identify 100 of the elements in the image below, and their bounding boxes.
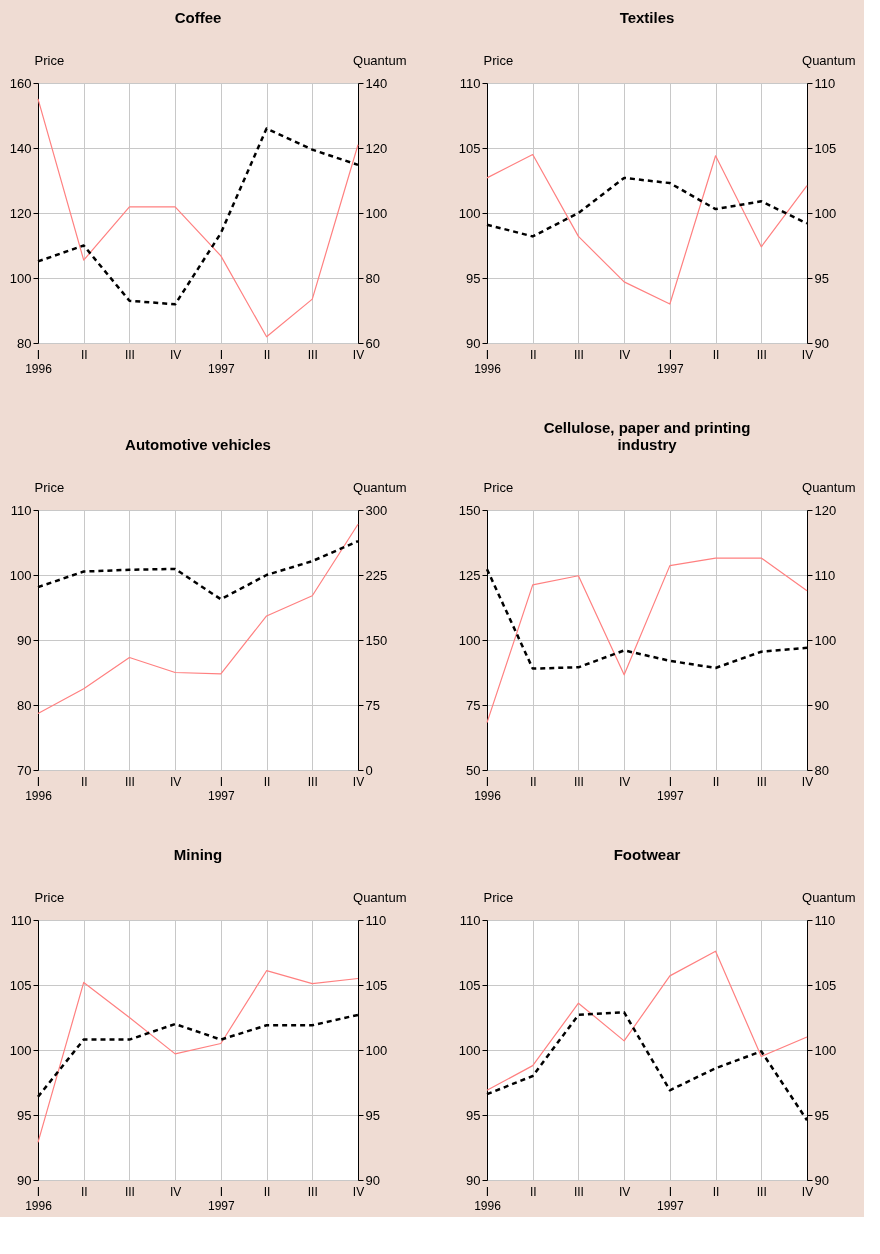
y2-tick-label: 80 bbox=[365, 270, 380, 286]
x-tick-label: IV bbox=[352, 1184, 365, 1199]
chart-title: Textiles bbox=[619, 9, 675, 26]
y2-tick-label: 110 bbox=[814, 567, 836, 583]
y-tick-label: 100 bbox=[9, 1042, 32, 1058]
x-tick-label: II bbox=[80, 774, 88, 789]
y2-tick-label: 95 bbox=[365, 1107, 380, 1123]
y2-tick-label: 90 bbox=[814, 1172, 829, 1188]
y2-tick-label: 95 bbox=[814, 270, 829, 286]
y-tick-label: 105 bbox=[458, 140, 481, 156]
line-series bbox=[486, 950, 808, 1091]
y2-tick-label: 100 bbox=[365, 205, 388, 221]
x-tick-label: IV bbox=[618, 1184, 631, 1199]
y2-tick-label: 0 bbox=[365, 762, 373, 778]
y2-tick-label: 105 bbox=[365, 977, 388, 993]
y2-tick-label: 120 bbox=[365, 140, 388, 156]
y2-axis-title: Quantum bbox=[353, 52, 407, 68]
x-tick-label: III bbox=[124, 1184, 135, 1199]
x-tick-label: I 1997 bbox=[208, 1184, 236, 1213]
x-tick-label: II bbox=[529, 774, 537, 789]
x-tick-label: II bbox=[712, 774, 720, 789]
chart-title: Footwear bbox=[613, 846, 681, 863]
line-series bbox=[37, 523, 359, 715]
y-tick-label: 110 bbox=[10, 912, 32, 928]
x-tick-label: I 1997 bbox=[208, 774, 236, 803]
line-series bbox=[37, 98, 359, 338]
line-series bbox=[486, 557, 808, 724]
y-tick-label: 100 bbox=[458, 632, 481, 648]
y2-axis-title: Quantum bbox=[802, 479, 856, 495]
y-tick-label: 100 bbox=[458, 1042, 481, 1058]
y2-tick-label: 60 bbox=[365, 335, 380, 351]
y2-tick-label: 105 bbox=[814, 977, 837, 993]
y2-tick-label: 140 bbox=[365, 75, 388, 91]
y2-tick-label: 75 bbox=[365, 697, 380, 713]
y2-tick-label: 110 bbox=[814, 912, 836, 928]
y2-tick-label: 110 bbox=[814, 75, 836, 91]
y-axis-title: Price bbox=[483, 52, 514, 68]
x-tick-label: II bbox=[80, 347, 88, 362]
x-tick-label: II bbox=[529, 1184, 537, 1199]
y-tick-label: 100 bbox=[9, 567, 32, 583]
y2-tick-label: 100 bbox=[814, 1042, 837, 1058]
x-tick-label: I 1997 bbox=[208, 347, 236, 376]
y2-axis-title: Quantum bbox=[353, 889, 407, 905]
y2-tick-label: 90 bbox=[814, 697, 829, 713]
y2-tick-label: 80 bbox=[814, 762, 829, 778]
y2-tick-label: 100 bbox=[814, 205, 837, 221]
x-tick-label: IV bbox=[352, 347, 365, 362]
y-tick-label: 95 bbox=[466, 270, 481, 286]
y2-tick-label: 225 bbox=[365, 567, 388, 583]
x-tick-label: IV bbox=[618, 347, 631, 362]
y-axis-title: Price bbox=[34, 889, 65, 905]
y-axis-title: Price bbox=[483, 479, 514, 495]
y2-tick-label: 110 bbox=[365, 912, 387, 928]
y2-tick-label: 150 bbox=[365, 632, 388, 648]
y-axis-title: Price bbox=[483, 889, 514, 905]
y-tick-label: 160 bbox=[9, 75, 32, 91]
x-tick-label: III bbox=[756, 774, 767, 789]
x-tick-label: IV bbox=[801, 774, 814, 789]
y2-tick-label: 95 bbox=[814, 1107, 829, 1123]
y-tick-label: 90 bbox=[17, 632, 32, 648]
chart-title: Cellulose, paper and printing industry bbox=[543, 419, 751, 453]
y-tick-label: 95 bbox=[466, 1107, 481, 1123]
line-series bbox=[37, 970, 359, 1143]
x-tick-label: IV bbox=[618, 774, 631, 789]
y2-axis-title: Quantum bbox=[802, 52, 856, 68]
x-tick-label: II bbox=[712, 1184, 720, 1199]
y-tick-label: 110 bbox=[459, 912, 481, 928]
x-tick-label: III bbox=[307, 347, 318, 362]
x-tick-label: IV bbox=[169, 774, 182, 789]
y-tick-label: 125 bbox=[458, 567, 481, 583]
x-tick-label: III bbox=[573, 1184, 584, 1199]
x-tick-label: I 1997 bbox=[657, 774, 685, 803]
x-tick-label: II bbox=[263, 774, 271, 789]
y-tick-label: 140 bbox=[9, 140, 32, 156]
y-tick-label: 105 bbox=[9, 977, 32, 993]
x-tick-label: II bbox=[263, 347, 271, 362]
x-tick-label: II bbox=[263, 1184, 271, 1199]
y2-tick-label: 90 bbox=[365, 1172, 380, 1188]
x-tick-label: IV bbox=[801, 347, 814, 362]
y-tick-label: 100 bbox=[9, 270, 32, 286]
y-tick-label: 110 bbox=[10, 502, 32, 518]
y2-axis-title: Quantum bbox=[802, 889, 856, 905]
y2-tick-label: 105 bbox=[814, 140, 837, 156]
x-tick-label: III bbox=[756, 347, 767, 362]
x-tick-label: II bbox=[712, 347, 720, 362]
x-tick-label: III bbox=[573, 774, 584, 789]
y-axis-title: Price bbox=[34, 52, 65, 68]
y-tick-label: 100 bbox=[458, 205, 481, 221]
y-tick-label: 120 bbox=[9, 205, 32, 221]
y2-axis-title: Quantum bbox=[353, 479, 407, 495]
line-series bbox=[486, 153, 808, 305]
y-tick-label: 95 bbox=[17, 1107, 32, 1123]
chart-title: Coffee bbox=[174, 9, 222, 26]
x-tick-label: III bbox=[756, 1184, 767, 1199]
y-axis-title: Price bbox=[34, 479, 65, 495]
x-tick-label: III bbox=[124, 347, 135, 362]
y2-tick-label: 100 bbox=[814, 632, 837, 648]
y2-tick-label: 100 bbox=[365, 1042, 388, 1058]
x-tick-label: II bbox=[80, 1184, 88, 1199]
x-tick-label: I 1997 bbox=[657, 1184, 685, 1213]
